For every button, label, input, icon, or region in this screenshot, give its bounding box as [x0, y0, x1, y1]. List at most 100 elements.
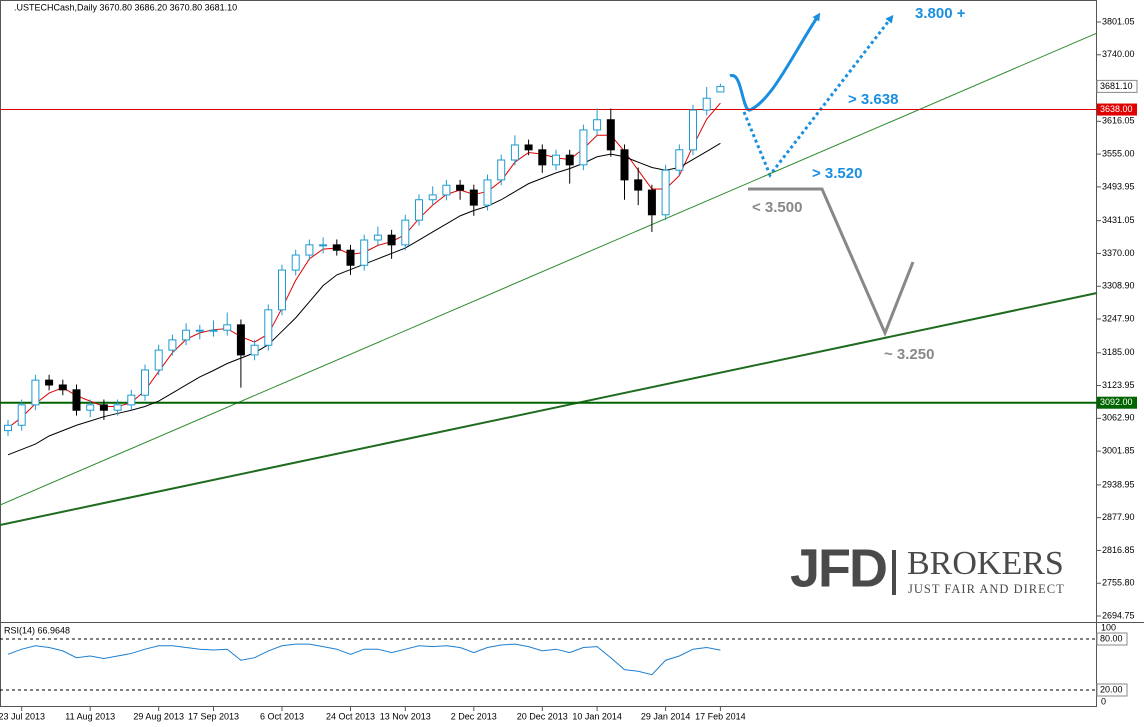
- candle-body: [305, 244, 314, 256]
- candle-body: [278, 269, 286, 311]
- candle-body: [373, 234, 382, 241]
- candle-body: [195, 329, 204, 332]
- annotation: < 3.500: [752, 199, 802, 216]
- y-tick-label: 3247.90: [1102, 313, 1135, 323]
- x-tick-label: 17 Sep 2013: [188, 711, 239, 721]
- annotation: > 3.520: [812, 165, 862, 182]
- candle-body: [702, 97, 711, 111]
- y-tick-label: 3001.85: [1102, 445, 1135, 455]
- candle-body: [236, 324, 245, 356]
- price-tag: [1097, 103, 1137, 116]
- rsi-tag-label: 80.00: [1100, 633, 1123, 643]
- price-tag: [1096, 79, 1138, 93]
- candle-body: [113, 404, 122, 411]
- x-tick-label: 29 Jan 2014: [641, 711, 691, 721]
- rsi-tick-label: 0: [1101, 696, 1106, 706]
- logo-tagline: JUST FAIR AND DIRECT: [908, 582, 1065, 596]
- price-tag-label: 3638.00: [1100, 104, 1133, 114]
- rsi-tick-label: 100: [1101, 622, 1116, 632]
- candle-body: [86, 404, 95, 411]
- y-tick-label: 3062.90: [1102, 413, 1135, 423]
- candle-body: [716, 85, 725, 93]
- candle-body: [264, 309, 273, 346]
- y-tick-label: 2694.75: [1102, 610, 1135, 620]
- price-tag: [1097, 396, 1137, 409]
- x-tick-label: 20 Dec 2013: [517, 711, 568, 721]
- candle-body: [689, 109, 697, 151]
- candle-body: [483, 179, 492, 206]
- candle-body: [72, 389, 81, 411]
- candle-body: [401, 219, 410, 246]
- candle-body: [442, 184, 451, 196]
- chart-title: .USTECHCash,Daily 3670.80 3686.20 3670.8…: [14, 2, 237, 12]
- candle-body: [209, 329, 218, 332]
- candle-body: [647, 189, 656, 216]
- y-tick-label: 3431.05: [1102, 215, 1135, 225]
- x-tick-label: 11 Aug 2013: [65, 711, 115, 721]
- y-tick-label: 3370.00: [1102, 248, 1135, 258]
- rsi-label: RSI(14) 66.9648: [4, 625, 70, 635]
- candle-body: [387, 234, 396, 246]
- candle-body: [634, 179, 643, 191]
- y-tick-label: 3801.05: [1102, 16, 1135, 26]
- candle-body: [593, 119, 602, 131]
- rsi-line: [7, 643, 721, 676]
- x-tick-label: 10 Jan 2014: [572, 711, 622, 721]
- candle-body: [45, 379, 54, 386]
- candle-body: [4, 424, 12, 432]
- candle-body: [579, 129, 588, 166]
- candle-body: [428, 194, 437, 201]
- x-tick-label: 13 Nov 2013: [380, 711, 431, 721]
- x-tick-label: 6 Oct 2013: [260, 711, 304, 721]
- candle-body: [99, 404, 108, 411]
- candle-body: [524, 144, 533, 151]
- y-tick-label: 2877.90: [1102, 512, 1135, 522]
- candle-body: [360, 239, 369, 266]
- y-tick-label: 3493.95: [1102, 181, 1135, 191]
- forecast-dotted: [742, 14, 894, 178]
- forecast-up: [729, 12, 821, 112]
- y-tick-label: 3616.05: [1102, 116, 1135, 126]
- price-tag-label: 3681.10: [1100, 81, 1133, 91]
- candle-body: [497, 159, 506, 181]
- trendline: [0, 292, 1098, 527]
- annotation: ~ 3.250: [884, 346, 934, 363]
- candle-body: [141, 369, 149, 396]
- candle-body: [606, 119, 615, 151]
- y-tick-label: 3308.90: [1102, 281, 1135, 291]
- y-tick-label: 3123.95: [1102, 380, 1135, 390]
- candle-body: [510, 144, 519, 161]
- logo-brand: BROKERS: [907, 545, 1064, 582]
- candle-body: [552, 154, 560, 166]
- candle-body: [620, 149, 629, 181]
- candle-body: [469, 189, 478, 206]
- candle-body: [661, 169, 670, 216]
- candle-body: [332, 244, 341, 251]
- candle-body: [538, 149, 547, 166]
- candle-body: [291, 254, 300, 271]
- rsi-tag-label: 20.00: [1100, 684, 1123, 694]
- candle-body: [168, 339, 177, 351]
- x-tick-label: 24 Oct 2013: [326, 711, 375, 721]
- candle-body: [154, 349, 163, 371]
- y-tick-label: 3185.00: [1102, 347, 1135, 357]
- candle-body: [565, 154, 574, 166]
- candle-body: [17, 404, 26, 426]
- y-tick-label: 3740.00: [1102, 49, 1135, 59]
- annotation: 3.800 +: [915, 5, 966, 22]
- candle-body: [31, 379, 40, 406]
- rsi-tag: [1096, 683, 1128, 697]
- x-tick-label: 17 Feb 2014: [695, 711, 746, 721]
- forecast-down: [748, 187, 915, 337]
- logo-main: JFD: [790, 538, 886, 598]
- candle-body: [182, 329, 191, 341]
- plot-frame: [0, 0, 1097, 707]
- x-tick-label: 23 Jul 2013: [0, 711, 45, 721]
- y-tick-label: 2755.80: [1102, 578, 1135, 588]
- x-tick-label: 2 Dec 2013: [451, 711, 497, 721]
- y-tick-label: 2816.85: [1102, 545, 1135, 555]
- x-tick-label: 29 Aug 2013: [133, 711, 184, 721]
- logo-bar: [892, 550, 896, 595]
- price-tag-label: 3092.00: [1100, 397, 1133, 407]
